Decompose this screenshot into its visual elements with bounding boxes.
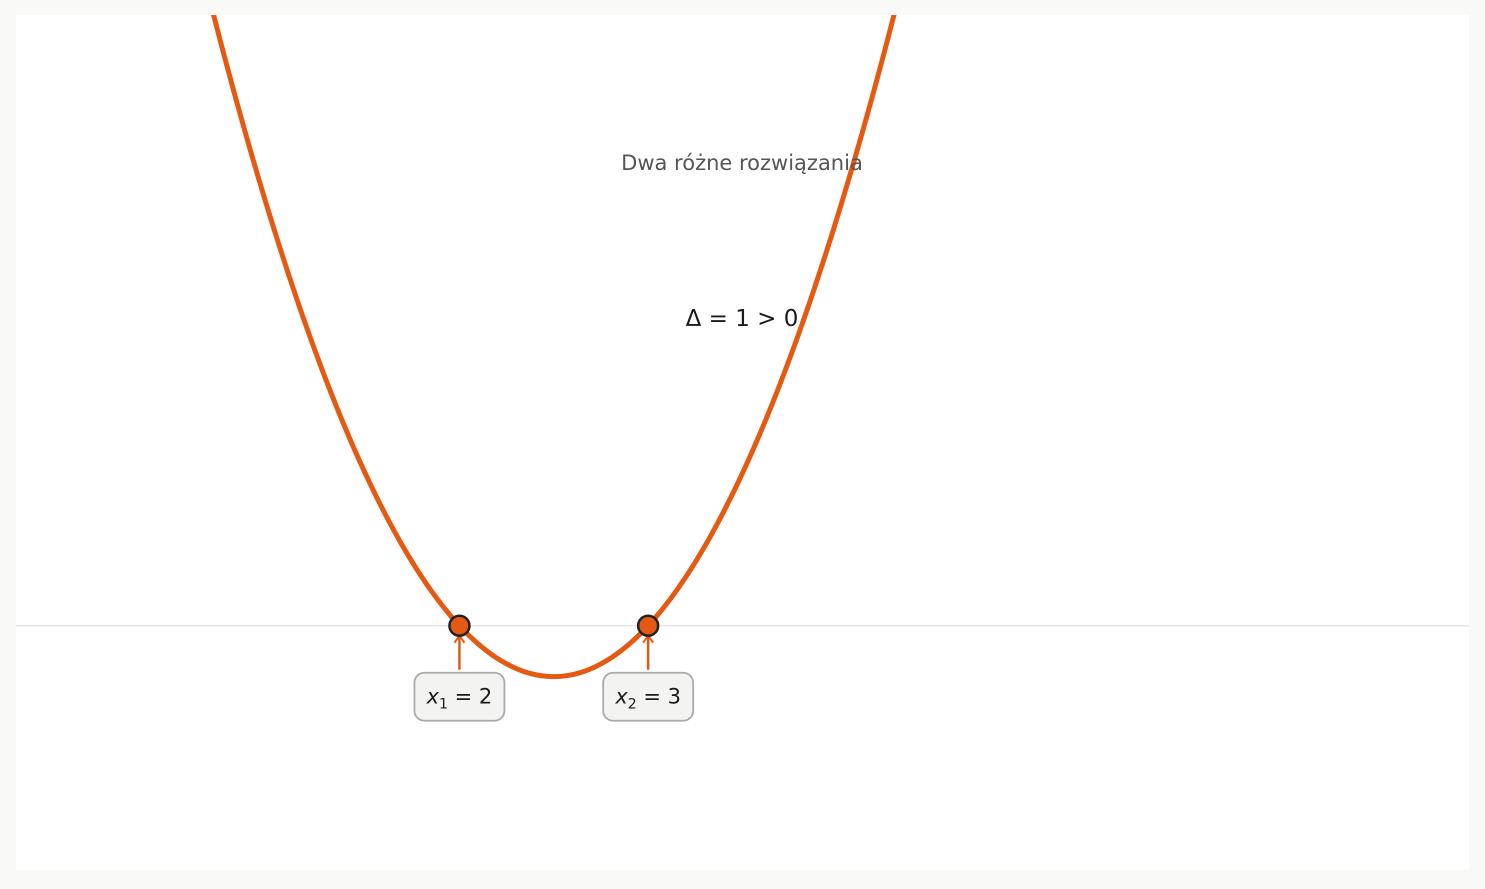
root-label: x2 = 3 — [614, 685, 681, 713]
root-label-box — [602, 671, 695, 722]
root-point — [636, 614, 660, 637]
roots-layer: x1 = 2 x2 = 3 — [413, 614, 695, 722]
parabola-curve — [211, 15, 897, 680]
discriminant-annotation: Δ = 1 > 0 — [686, 306, 799, 332]
plot-area — [16, 15, 1469, 870]
root-point — [448, 614, 471, 637]
chart-subtitle: Dwa różne rozwiązania — [621, 151, 863, 175]
root-label-box — [413, 671, 506, 722]
root-label: x1 = 2 — [426, 685, 493, 713]
